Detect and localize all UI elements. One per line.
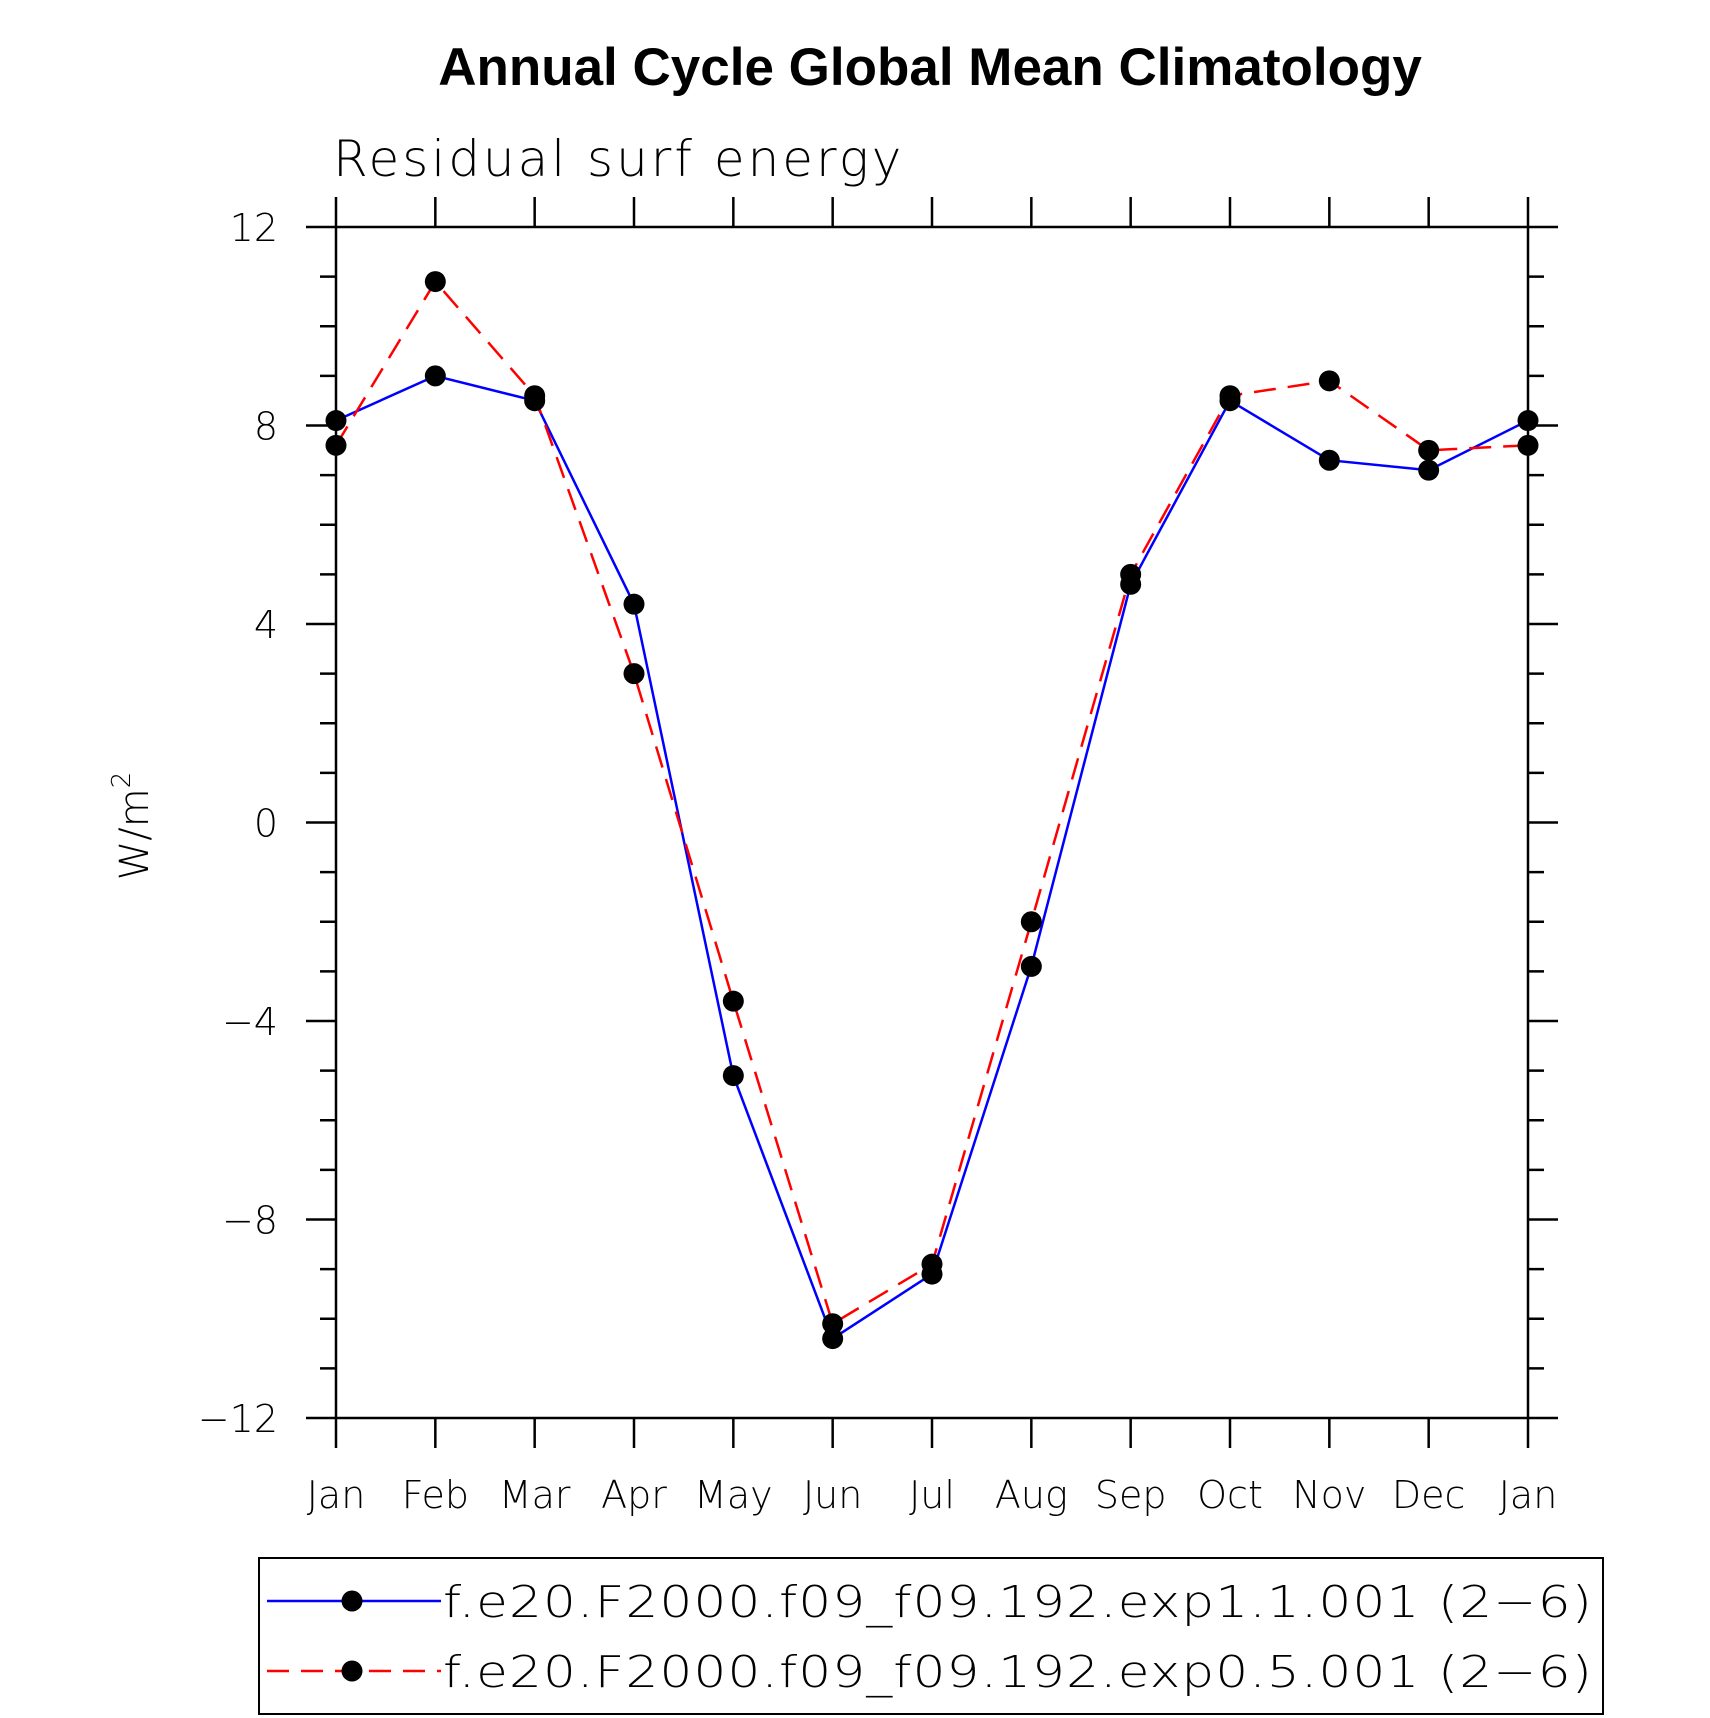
x-tick-label: Jan xyxy=(1499,1473,1558,1517)
chart-subtitle: Residual surf energy xyxy=(333,130,904,188)
legend-label-2: f.e20.F2000.f09_f09.192.exp0.5.001 (2−6) xyxy=(443,1647,1593,1698)
x-tick-label: Oct xyxy=(1197,1473,1263,1517)
series-1-point xyxy=(623,593,645,615)
series-1-point xyxy=(822,1328,844,1350)
chart-title: Annual Cycle Global Mean Climatology xyxy=(438,38,1422,97)
y-axis-label-text: W/m xyxy=(112,788,158,880)
series-line-2 xyxy=(334,279,1529,1326)
series-1-point xyxy=(1418,459,1440,481)
x-tick-label: Nov xyxy=(1292,1473,1366,1517)
svg-text:W/m2: W/m2 xyxy=(107,772,158,881)
series-2-point xyxy=(524,385,546,407)
x-tick-label: May xyxy=(694,1473,773,1517)
x-tick-label: Sep xyxy=(1095,1473,1167,1517)
plot-frame xyxy=(334,225,1530,1420)
legend-marker-2 xyxy=(341,1660,363,1682)
series-2-point xyxy=(921,1253,943,1275)
y-tick-label: 12 xyxy=(230,206,278,250)
y-tick-labels: 12 8 4 0 −4 −8 −12 xyxy=(198,206,278,1441)
x-tick-label: Jun xyxy=(803,1473,862,1517)
series-1-point xyxy=(1318,449,1340,471)
series-2-point xyxy=(1418,439,1440,461)
x-tick-label: Apr xyxy=(601,1473,667,1517)
series-2-point xyxy=(623,663,645,685)
series-1-point xyxy=(722,1065,744,1087)
axis-ticks xyxy=(306,197,1558,1448)
legend: f.e20.F2000.f09_f09.192.exp1.1.001 (2−6)… xyxy=(258,1557,1604,1715)
series-2-point xyxy=(722,990,744,1012)
series-2-point xyxy=(1318,370,1340,392)
series-line-1 xyxy=(335,374,1529,1341)
x-tick-label: Mar xyxy=(499,1473,571,1517)
legend-entries: f.e20.F2000.f09_f09.192.exp1.1.001 (2−6)… xyxy=(267,1577,1593,1698)
legend-box xyxy=(258,1557,1604,1715)
y-axis-label-superscript: 2 xyxy=(107,772,137,789)
y-tick-label: 8 xyxy=(254,405,278,449)
x-tick-label: Jul xyxy=(909,1473,955,1517)
series-2-point xyxy=(822,1313,844,1335)
series-2-point xyxy=(1020,911,1042,933)
x-tick-labels: Jan Feb Mar Apr May Jun Jul Aug Sep Oct Nov Dec Jan xyxy=(307,1473,1558,1517)
y-tick-label: 0 xyxy=(254,802,278,846)
y-axis-label: W/m2 xyxy=(107,772,158,881)
y-tick-label: −12 xyxy=(198,1397,278,1441)
y-tick-label: −8 xyxy=(222,1199,278,1243)
series-1-point xyxy=(1020,955,1042,977)
x-tick-label: Dec xyxy=(1392,1473,1466,1517)
legend-label-1: f.e20.F2000.f09_f09.192.exp1.1.001 (2−6) xyxy=(443,1577,1593,1628)
series-2-point xyxy=(1120,563,1142,585)
legend-marker-1 xyxy=(341,1590,363,1612)
x-tick-label: Jan xyxy=(307,1473,366,1517)
y-tick-label: −4 xyxy=(222,1000,278,1044)
series-1-point xyxy=(424,365,446,387)
y-tick-label: 4 xyxy=(254,603,278,647)
series-2-point xyxy=(424,271,446,293)
x-tick-label: Feb xyxy=(402,1473,469,1517)
series-2-point xyxy=(1219,385,1241,407)
x-tick-label: Aug xyxy=(995,1473,1068,1517)
plot-series xyxy=(325,271,1539,1350)
